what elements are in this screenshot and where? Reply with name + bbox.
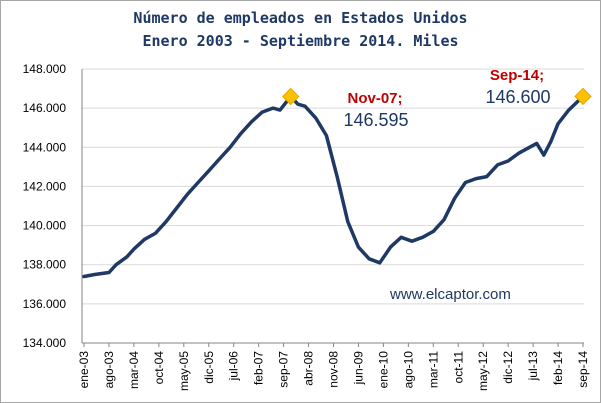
x-tick-label: dic-05 (202, 351, 216, 384)
x-tick-label: nov-08 (327, 351, 341, 388)
x-tick-label: may-12 (476, 351, 490, 391)
x-tick-label: jul-13 (526, 351, 540, 382)
annotation-value: 146.600 (485, 87, 550, 107)
gridlines (82, 68, 584, 305)
x-tick-label: abr-08 (302, 351, 316, 386)
chart-subtitle: Enero 2003 - Septiembre 2014. Miles (142, 32, 459, 50)
series-group (82, 94, 585, 279)
y-tick-label: 138.000 (23, 258, 67, 272)
x-tick-label: jul-06 (227, 351, 241, 382)
x-tick-label: dic-12 (501, 351, 515, 384)
y-tick-label: 140.000 (23, 219, 67, 233)
annotation-label: Sep-14; (490, 67, 544, 84)
x-tick-labels: ene-03 ago-03 mar-04 oct-04 may-05 dic-05 jul-… (77, 351, 590, 391)
chart-title: Número de empleados en Estados Unidos (133, 9, 468, 27)
watermark-url: www.elcaptor.com (389, 286, 511, 303)
annotations: Nov-07; 146.595 Sep-14; 146.600 (343, 67, 550, 130)
series-line (82, 94, 585, 279)
x-tick-label: ago-03 (102, 351, 116, 389)
y-tick-label: 142.000 (23, 179, 67, 193)
y-tick-label: 134.000 (23, 336, 67, 350)
axes (81, 69, 584, 347)
x-tick-label: ene-03 (77, 351, 91, 389)
x-tick-label: mar-11 (426, 351, 440, 388)
y-tick-label: 146.000 (23, 101, 67, 115)
x-tick-label: ago-10 (401, 351, 415, 389)
y-tick-labels: 134.000 136.000 138.000 140.000 142.000 144.0… (23, 62, 67, 350)
y-tick-label: 136.000 (23, 297, 67, 311)
y-tick-label: 144.000 (23, 140, 67, 154)
annotation-markers (282, 87, 592, 106)
x-tick-label: may-05 (177, 351, 191, 391)
x-tick-label: mar-04 (127, 351, 141, 389)
annotation-label: Nov-07; (347, 90, 402, 107)
y-tick-label: 148.000 (23, 62, 67, 76)
x-tick-label: ene-10 (376, 351, 390, 389)
x-tick-label: sep-14 (576, 351, 590, 388)
x-tick-label: oct-04 (152, 351, 166, 385)
annotation-marker (574, 87, 592, 106)
x-tick-label: oct-11 (451, 351, 465, 384)
annotation-value: 146.595 (343, 110, 408, 130)
x-tick-label: sep-07 (277, 351, 291, 388)
x-tick-label: jun-09 (351, 351, 365, 386)
x-tick-label: feb-14 (551, 351, 565, 385)
annotation-marker (282, 87, 300, 106)
x-tick-label: feb-07 (252, 351, 266, 385)
